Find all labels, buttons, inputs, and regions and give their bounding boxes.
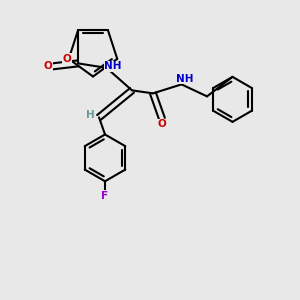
- Text: H: H: [86, 110, 95, 120]
- Text: O: O: [158, 119, 166, 129]
- Text: O: O: [44, 61, 52, 71]
- Text: NH: NH: [104, 61, 122, 71]
- Text: F: F: [101, 191, 109, 201]
- Text: O: O: [63, 54, 72, 64]
- Text: NH: NH: [176, 74, 193, 84]
